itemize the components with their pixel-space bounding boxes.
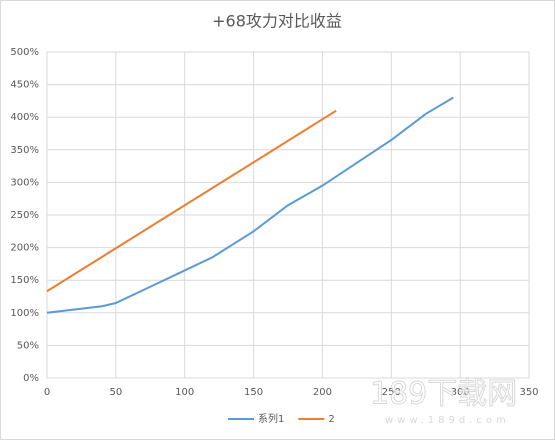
y-tick-label: 250% <box>10 210 39 221</box>
x-tick-label: 150 <box>244 387 263 398</box>
x-tick-label: 350 <box>519 387 538 398</box>
x-tick-label: 100 <box>175 387 194 398</box>
x-tick-label: 50 <box>109 387 122 398</box>
y-tick-label: 0% <box>23 373 39 384</box>
legend-label: 2 <box>328 414 334 425</box>
y-tick-label: 200% <box>10 243 39 254</box>
y-tick-label: 450% <box>10 80 39 91</box>
watermark: 189下载网 <box>370 377 517 412</box>
watermark-url: www.189d.com <box>385 415 510 426</box>
y-tick-label: 50% <box>17 340 39 351</box>
line-series <box>46 96 454 314</box>
line-series <box>46 109 337 293</box>
x-tick-label: 250 <box>382 387 401 398</box>
x-tick-label: 200 <box>313 387 332 398</box>
y-tick-label: 300% <box>10 177 39 188</box>
y-tick-label: 350% <box>10 145 39 156</box>
legend-label: 系列1 <box>258 412 284 425</box>
x-tick-label: 300 <box>451 387 470 398</box>
y-tick-label: 400% <box>10 112 39 123</box>
chart-title: +68攻力对比收益 <box>212 12 342 31</box>
y-tick-label: 100% <box>10 308 39 319</box>
x-tick-label: 0 <box>44 387 50 398</box>
y-tick-label: 500% <box>10 47 39 58</box>
y-tick-label: 150% <box>10 275 39 286</box>
